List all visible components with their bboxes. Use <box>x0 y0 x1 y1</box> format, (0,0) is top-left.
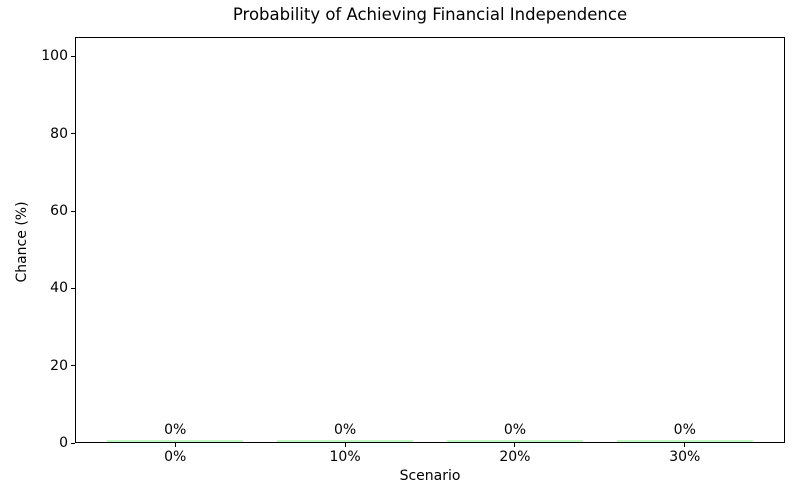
bar <box>446 440 583 442</box>
y-tick-mark <box>71 442 75 444</box>
y-tick-mark <box>71 133 75 135</box>
x-tick-label: 10% <box>329 449 361 465</box>
bar <box>107 440 244 442</box>
x-tick-mark <box>344 443 346 447</box>
y-tick-label: 40 <box>50 280 68 297</box>
bar-value-label: 0% <box>503 422 527 438</box>
plot-area <box>75 37 785 443</box>
y-tick-label: 60 <box>50 203 68 219</box>
bar <box>277 440 413 442</box>
y-tick-label: 0 <box>59 435 68 451</box>
y-tick-mark <box>71 55 75 57</box>
bar <box>616 440 753 442</box>
y-tick-mark <box>71 365 75 367</box>
y-tick-label: 80 <box>50 125 68 142</box>
x-axis-label: Scenario <box>399 468 461 484</box>
x-tick-mark <box>174 443 176 447</box>
x-tick-label: 0% <box>164 449 187 465</box>
bar-value-label: 0% <box>673 422 696 438</box>
y-tick-mark <box>71 210 75 212</box>
y-tick-mark <box>71 287 75 289</box>
y-axis-label: Chance (%) <box>14 201 30 283</box>
bar-value-label: 0% <box>333 422 357 438</box>
x-tick-mark <box>684 443 686 447</box>
chart-title: Probability of Achieving Financial Indep… <box>232 5 628 24</box>
x-tick-mark <box>514 443 516 447</box>
y-tick-label: 100 <box>41 48 68 65</box>
x-tick-label: 30% <box>669 449 701 465</box>
bar-value-label: 0% <box>164 422 187 438</box>
y-tick-label: 20 <box>50 357 68 374</box>
x-tick-label: 20% <box>499 449 531 465</box>
